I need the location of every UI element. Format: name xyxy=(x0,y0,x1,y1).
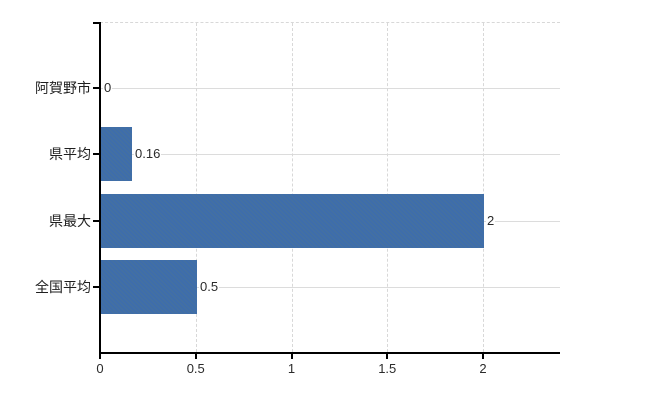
x-tick xyxy=(386,354,389,359)
y-tick xyxy=(93,87,100,89)
value-label: 0 xyxy=(103,80,113,95)
x-tick xyxy=(482,354,484,359)
bar xyxy=(101,259,197,314)
x-tick-label: 1.5 xyxy=(378,361,397,376)
y-tick xyxy=(93,219,100,222)
row-gridline xyxy=(101,286,560,288)
x-tick xyxy=(290,354,293,359)
x-tick-label: 2 xyxy=(479,361,487,376)
y-tick xyxy=(93,285,100,288)
vertical-gridline xyxy=(387,23,389,352)
y-axis xyxy=(99,22,101,354)
bar xyxy=(101,193,484,248)
row-gridline xyxy=(101,154,560,156)
bar xyxy=(101,127,132,182)
x-tick-label: 1 xyxy=(287,361,296,376)
value-label: 2 xyxy=(486,212,496,228)
vertical-gridline xyxy=(291,23,293,352)
category-label: 県最大 xyxy=(49,212,91,229)
x-tick xyxy=(99,354,101,359)
x-tick-label: 0 xyxy=(96,361,104,376)
x-axis xyxy=(99,352,560,354)
y-axis-top-tick xyxy=(93,22,100,24)
vertical-gridline xyxy=(483,23,484,352)
x-tick-label: 0.5 xyxy=(186,361,205,376)
value-label: 0.5 xyxy=(199,278,220,294)
row-gridline xyxy=(101,88,560,89)
vertical-gridline xyxy=(195,23,197,352)
x-tick xyxy=(194,354,197,359)
category-label: 阿賀野市 xyxy=(35,80,91,96)
y-tick xyxy=(93,153,100,156)
plot-top-border xyxy=(100,22,560,23)
value-label: 0.16 xyxy=(134,146,162,162)
category-label: 全国平均 xyxy=(35,278,91,295)
category-label: 県平均 xyxy=(49,146,91,163)
